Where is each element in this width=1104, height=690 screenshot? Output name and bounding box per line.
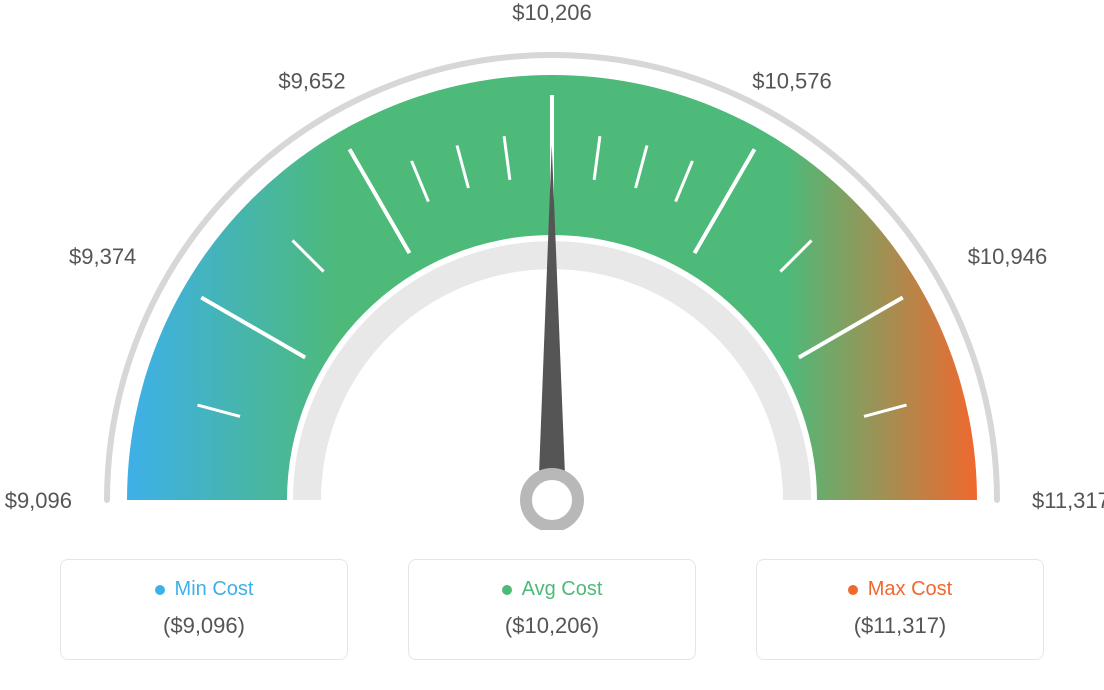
legend-title-max: Max Cost [868,578,952,601]
gauge-tick-label: $10,946 [968,244,1048,269]
legend-value-max: ($11,317) [767,613,1033,639]
gauge-tick-label: $9,374 [69,244,136,269]
legend-dot-min [155,585,165,595]
legend-card-min: Min Cost ($9,096) [60,559,348,660]
gauge-tick-label: $9,652 [278,68,345,93]
legend-value-avg: ($10,206) [419,613,685,639]
legend-card-max: Max Cost ($11,317) [756,559,1044,660]
gauge-chart: $9,096 $9,374 $9,652 $10,206 $10,576 $10,946 $… [0,0,1104,530]
legend-dot-max [848,585,858,595]
legend-value-min: ($9,096) [71,613,337,639]
gauge-svg: $9,096 $9,374 $9,652 $10,206 $10,576 $10,946 $… [0,0,1104,530]
legend-title-avg: Avg Cost [522,578,603,601]
legend-card-avg: Avg Cost ($10,206) [408,559,696,660]
gauge-tick-label: $11,317 [1032,488,1104,513]
legend-title-min: Min Cost [175,578,254,601]
legend-dot-avg [502,585,512,595]
gauge-tick-label: $9,096 [5,488,72,513]
gauge-tick-label: $10,576 [752,68,832,93]
gauge-tick-label: $10,206 [512,0,592,25]
legend-row: Min Cost ($9,096) Avg Cost ($10,206) Max… [60,559,1044,660]
